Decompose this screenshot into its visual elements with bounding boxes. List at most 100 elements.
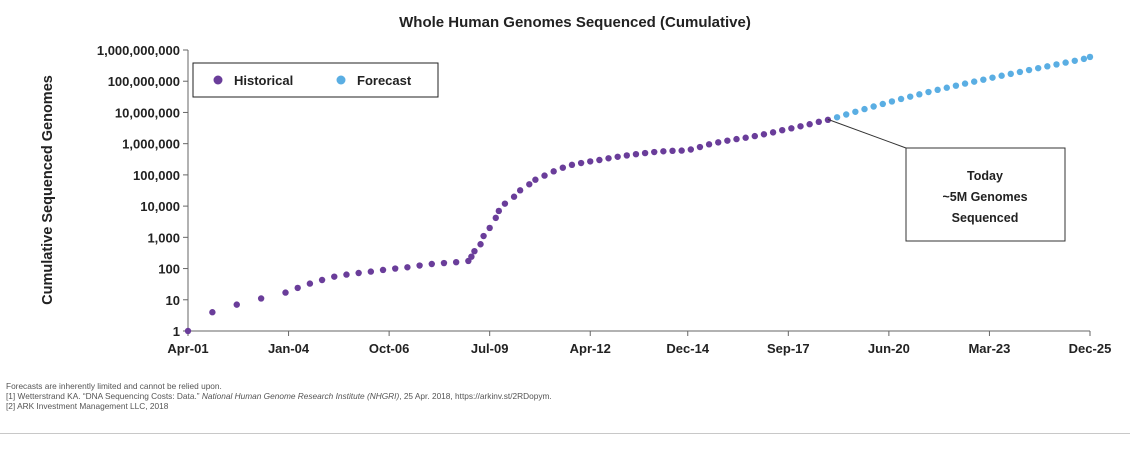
x-tick-labels: Apr-01 Jan-04 Oct-06 Jul-09 Apr-12 Dec-14 Sep-… (167, 341, 1111, 356)
forecast-point (907, 93, 914, 100)
historical-point (687, 146, 695, 153)
historical-point (480, 232, 487, 240)
historical-point (355, 269, 362, 277)
historical-point (282, 289, 289, 296)
footnote-1-text: [1] Wetterstrand KA. “DNA Sequencing Cos… (6, 391, 202, 401)
historical-point (760, 131, 768, 138)
x-tick-label: Jun-20 (868, 341, 910, 356)
historical-point (501, 200, 509, 207)
historical-point (495, 207, 503, 215)
forecast-point (1025, 66, 1033, 74)
historical-point (486, 224, 493, 232)
historical-point (797, 123, 804, 130)
callout-line-2: ~5M Genomes (942, 190, 1027, 204)
x-tick-label: Apr-12 (570, 341, 611, 356)
today-callout: Today ~5M Genomes Sequenced (827, 118, 1066, 242)
footnotes: Forecasts are inherently limited and can… (6, 381, 552, 411)
legend-marker-forecast (336, 75, 346, 85)
y-tick-labels: 1 10 100 1,000 10,000 100,000 1,000,000 10,000,… (97, 43, 180, 339)
footnote-1: [1] Wetterstrand KA. “DNA Sequencing Cos… (6, 391, 552, 401)
y-tick-label: 10 (166, 293, 180, 308)
forecast-point (852, 108, 859, 115)
y-tick-label: 1,000,000 (122, 137, 180, 152)
x-tick-label: Dec-25 (1069, 341, 1112, 356)
historical-point (669, 147, 676, 155)
historical-point (623, 152, 631, 159)
forecast-point (925, 88, 932, 96)
bottom-divider (0, 433, 1130, 434)
y-tick-label: 1,000 (147, 230, 180, 245)
x-tick-label: Dec-14 (666, 341, 709, 356)
forecast-point (1080, 55, 1088, 63)
forecast-point (1062, 59, 1069, 66)
historical-point (559, 164, 567, 171)
forecast-point (1007, 70, 1014, 78)
historical-point (404, 264, 411, 271)
forecast-point (943, 84, 950, 91)
callout-box (905, 147, 1066, 242)
forecast-point (843, 111, 850, 118)
historical-point (605, 155, 612, 162)
footnote-1-details: , 25 Apr. 2018, https://arkinv.st/2RDopy… (399, 391, 552, 401)
x-tick-label: Jul-09 (471, 341, 509, 356)
historical-point (550, 168, 557, 175)
forecast-point (998, 72, 1005, 79)
historical-point (428, 260, 435, 268)
x-tick-label: Jan-04 (268, 341, 310, 356)
historical-point (660, 148, 667, 155)
historical-point (367, 268, 375, 275)
y-tick-label: 10,000 (140, 199, 180, 214)
forecast-point (870, 103, 877, 110)
historical-point (416, 262, 423, 269)
y-tick-label: 100,000,000 (108, 74, 180, 89)
forecast-point (897, 95, 905, 103)
historical-point (696, 143, 704, 151)
footnote-2: [2] ARK Investment Management LLC, 2018 (6, 401, 169, 411)
footnote-disclaimer: Forecasts are inherently limited and can… (6, 381, 222, 391)
historical-point (577, 159, 585, 167)
historical-point (318, 276, 326, 284)
historical-point (294, 284, 301, 292)
y-tick-label: 10,000,000 (115, 105, 180, 120)
forecast-point (879, 100, 886, 108)
forecast-point (1053, 61, 1060, 68)
historical-point (379, 266, 387, 274)
historical-point (477, 241, 484, 248)
forecast-point (961, 80, 969, 87)
callout-leader-line (827, 118, 907, 149)
historical-point (468, 253, 475, 260)
x-tick-label: Apr-01 (167, 341, 208, 356)
historical-point (306, 280, 314, 287)
historical-point (614, 153, 621, 160)
axes (183, 49, 1091, 336)
forecast-point (1086, 53, 1094, 61)
historical-point (516, 187, 524, 194)
y-tick-label: 1,000,000,000 (97, 43, 180, 58)
historical-point (806, 121, 813, 128)
historical-point (184, 327, 192, 335)
historical-point (751, 132, 758, 140)
y-tick-label: 100,000 (133, 168, 180, 183)
forecast-point (916, 91, 923, 98)
historical-point (209, 309, 216, 316)
historical-point (815, 118, 822, 126)
historical-point (492, 214, 499, 222)
callout-line-1: Today (967, 169, 1003, 183)
forecast-point (861, 105, 868, 113)
y-axis-label: Cumulative Sequenced Genomes (40, 75, 56, 305)
forecast-point (934, 86, 941, 94)
forecast-point (1044, 63, 1051, 70)
historical-point (233, 301, 240, 308)
historical-point (651, 148, 658, 156)
historical-point (541, 172, 548, 179)
historical-point (715, 139, 722, 146)
legend-label-forecast: Forecast (357, 73, 412, 88)
historical-point (568, 161, 576, 169)
historical-point (641, 149, 649, 157)
forecast-point (952, 82, 960, 89)
historical-point (257, 295, 265, 302)
historical-point (510, 193, 518, 200)
historical-point (632, 150, 640, 158)
historical-point (742, 134, 749, 141)
